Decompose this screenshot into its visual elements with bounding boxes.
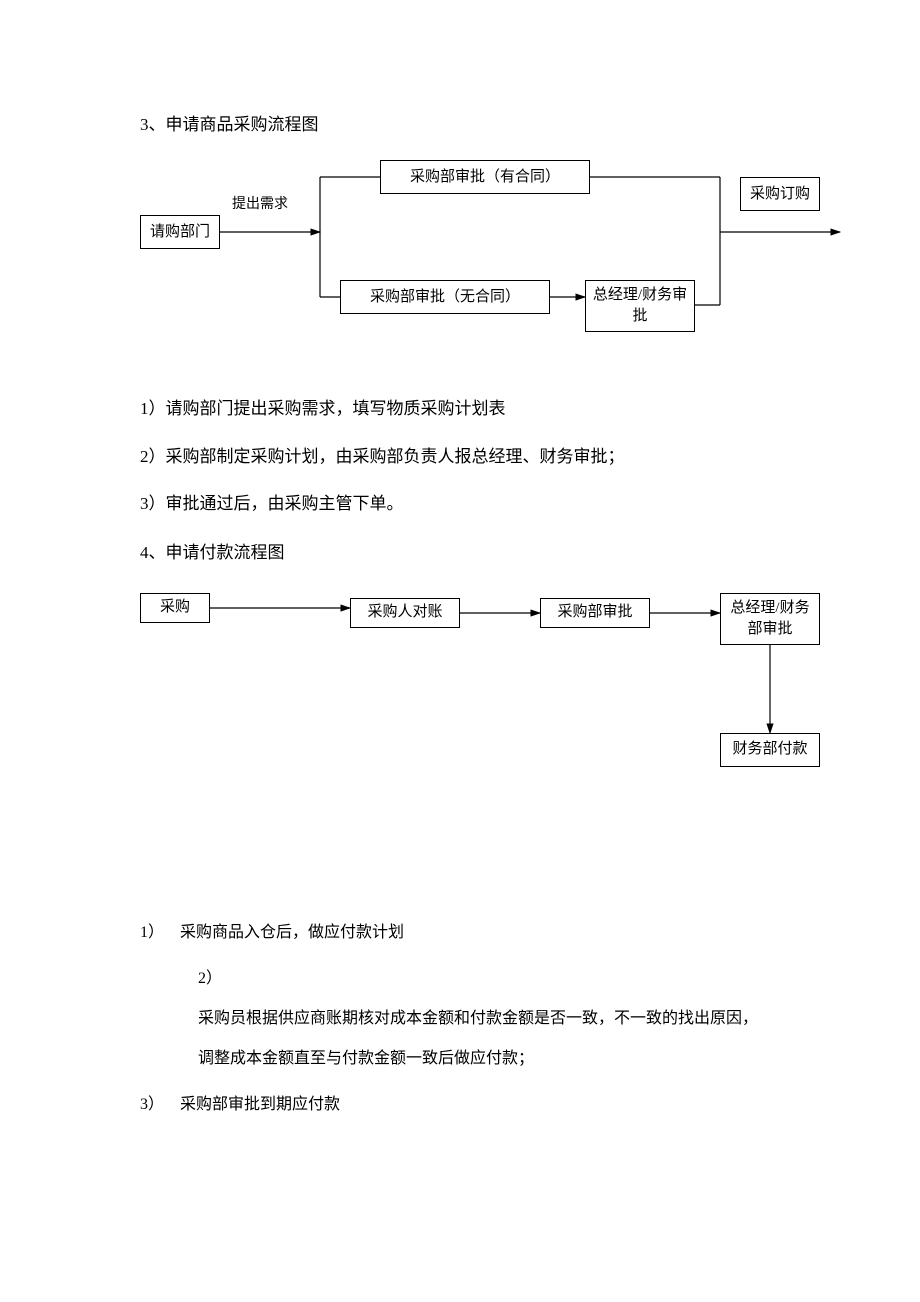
page: 3、申请商品采购流程图 请购部门 采购部审批（有合同） 采购部审批（无合同） 总经理/… bbox=[0, 0, 920, 1191]
section4-list: 1） 采购商品入仓后，做应付款计划 2） 采购员根据供应商账期核对成本金额和付款… bbox=[140, 913, 790, 1125]
section4-title: 4、申请付款流程图 bbox=[140, 538, 790, 563]
edge-label: 提出需求 bbox=[232, 193, 288, 213]
section3-list: 1）请购部门提出采购需求，填写物质采购计划表 2）采购部制定采购计划，由采购部负… bbox=[140, 385, 790, 528]
flow-node-gm: 总经理/财务部审批 bbox=[720, 593, 820, 645]
section4-flowchart: 采购 采购人对账 采购部审批 总经理/财务部审批财务部付款 bbox=[140, 593, 860, 793]
flow-node-dept: 请购部门 bbox=[140, 215, 220, 249]
section3-item-3: 3）审批通过后，由采购主管下单。 bbox=[140, 480, 790, 528]
flow-node-bot: 采购部审批（无合同） bbox=[340, 280, 550, 314]
section4-item-2: 2） 采购员根据供应商账期核对成本金额和付款金额是否一致，不一致的找出原因，调整… bbox=[140, 959, 790, 1079]
list-text: 采购部审批到期应付款 bbox=[180, 1096, 340, 1113]
section3-item-1: 1）请购部门提出采购需求，填写物质采购计划表 bbox=[140, 385, 790, 433]
section4-item-1: 1） 采购商品入仓后，做应付款计划 bbox=[140, 913, 790, 953]
list-num: 2） bbox=[198, 970, 222, 987]
flow-node-top: 采购部审批（有合同） bbox=[380, 160, 590, 194]
list-text: 采购员根据供应商账期核对成本金额和付款金额是否一致，不一致的找出原因，调整成本金… bbox=[198, 999, 758, 1079]
list-num: 1） bbox=[140, 924, 164, 941]
flow-node-pay: 财务部付款 bbox=[720, 733, 820, 767]
flow-node-recon: 采购人对账 bbox=[350, 598, 460, 628]
list-num: 3） bbox=[140, 1096, 164, 1113]
flow-node-approve: 采购部审批 bbox=[540, 598, 650, 628]
section3-item-2: 2）采购部制定采购计划，由采购部负责人报总经理、财务审批； bbox=[140, 433, 790, 481]
section4-item-3: 3） 采购部审批到期应付款 bbox=[140, 1085, 790, 1125]
flow-node-mgr: 总经理/财务审批 bbox=[585, 280, 695, 332]
section3-flowchart: 请购部门 采购部审批（有合同） 采购部审批（无合同） 总经理/财务审批 采购订购 提出需求 bbox=[140, 155, 860, 345]
flow-node-buy: 采购 bbox=[140, 593, 210, 623]
section3-title: 3、申请商品采购流程图 bbox=[140, 110, 790, 135]
list-text: 采购商品入仓后，做应付款计划 bbox=[180, 924, 404, 941]
flow-node-order: 采购订购 bbox=[740, 177, 820, 211]
